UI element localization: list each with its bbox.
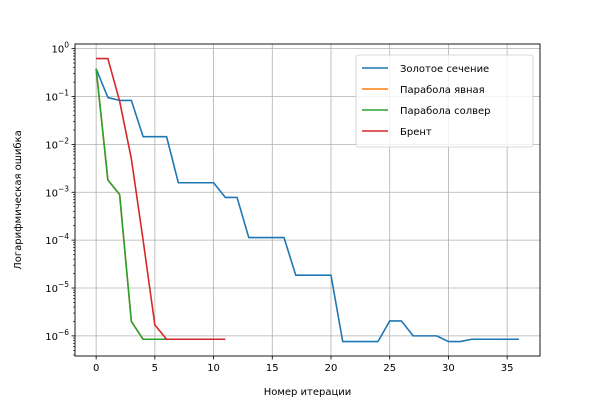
series-layer <box>95 57 519 343</box>
x-axis-label: Номер итерации <box>264 387 352 398</box>
y-tick-label: 10−3 <box>45 184 69 199</box>
x-tick-label: 10 <box>207 363 220 374</box>
y-tick-label: 10−2 <box>45 136 69 151</box>
x-tick-label: 15 <box>266 363 279 374</box>
y-axis: 10−6 10−5 10−4 10−3 10−2 10−1 100 <box>45 41 75 356</box>
x-tick-label: 25 <box>383 363 396 374</box>
legend-label: Парабола солвер <box>400 106 491 117</box>
y-tick-label: 10−4 <box>45 232 69 247</box>
x-tick-label: 0 <box>93 363 99 374</box>
legend: Золотое сечение Парабола явная Парабола со… <box>355 54 534 148</box>
series-line-4 <box>96 57 226 341</box>
legend-box <box>355 54 534 148</box>
y-tick-label: 100 <box>51 41 69 56</box>
legend-label: Золотое сечение <box>400 64 489 75</box>
plot-frame <box>74 43 541 357</box>
series-line-3 <box>95 68 167 341</box>
y-tick-label: 10−1 <box>45 89 69 104</box>
y-tick-label: 10−5 <box>45 280 69 295</box>
x-tick-label: 30 <box>442 363 455 374</box>
series-line-1 <box>95 68 519 343</box>
legend-label: Брент <box>400 127 432 138</box>
x-tick-label: 35 <box>501 363 514 374</box>
legend-label: Парабола явная <box>400 85 485 96</box>
y-axis-label: Логарифмическая ошибка <box>13 130 24 269</box>
x-tick-label: 20 <box>325 363 338 374</box>
y-tick-label: 10−6 <box>45 328 69 343</box>
x-tick-label: 5 <box>152 363 158 374</box>
x-axis: 0 5 10 15 20 25 30 35 <box>93 356 514 374</box>
